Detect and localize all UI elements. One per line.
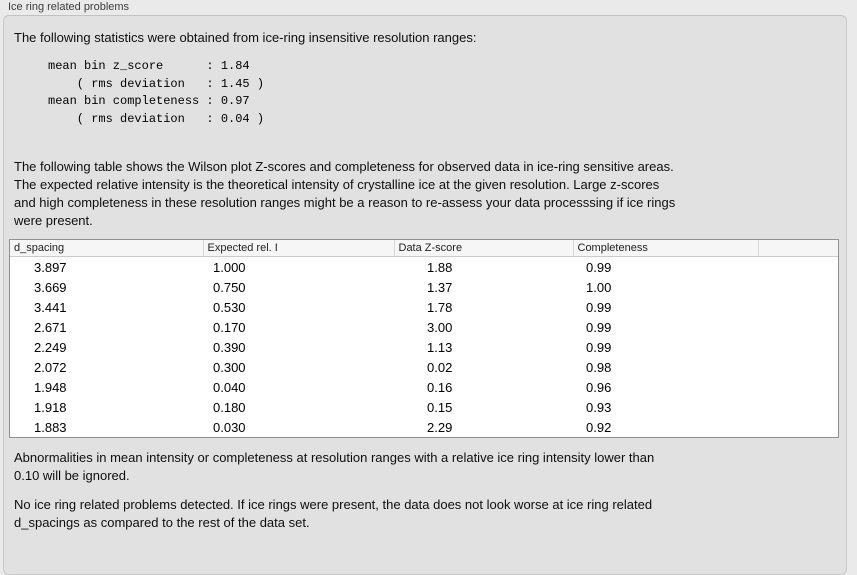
cell-spacer (758, 337, 838, 357)
column-header-spacer[interactable] (758, 240, 838, 257)
cell-completeness: 0.96 (586, 379, 612, 395)
cell-expected-rel-i: 0.170 (213, 319, 246, 335)
cell-d-spacing: 3.441 (34, 299, 67, 315)
table-row[interactable]: 1.883 0.030 2.29 0.92 (10, 417, 838, 437)
column-header-d-spacing[interactable]: d_spacing (10, 240, 204, 257)
cell-completeness: 0.99 (586, 259, 612, 275)
table-row[interactable]: 3.897 1.000 1.88 0.99 (10, 257, 838, 278)
cell-expected-rel-i: 0.390 (213, 339, 246, 355)
ice-ring-panel: Ice ring related problems The following … (3, 1, 847, 575)
cell-data-z-score: 1.13 (427, 339, 453, 355)
cell-spacer (758, 257, 838, 278)
conclusion-text: No ice ring related problems detected. I… (14, 497, 653, 530)
table-row[interactable]: 1.948 0.040 0.16 0.96 (10, 377, 838, 397)
column-header-expected-rel-i[interactable]: Expected rel. I (203, 240, 395, 257)
cell-completeness: 0.98 (586, 359, 612, 375)
cell-spacer (758, 377, 838, 397)
cell-completeness: 0.99 (586, 319, 612, 335)
cell-data-z-score: 0.02 (427, 359, 453, 375)
ignore-note-text: Abnormalities in mean intensity or compl… (14, 450, 655, 483)
table-row[interactable]: 1.918 0.180 0.15 0.93 (10, 397, 838, 417)
cell-expected-rel-i: 0.750 (213, 279, 246, 295)
table-row[interactable]: 2.249 0.390 1.13 0.99 (10, 337, 838, 357)
groupbox-title: Ice ring related problems (8, 1, 130, 13)
cell-completeness: 1.00 (586, 279, 612, 295)
cell-expected-rel-i: 0.180 (213, 399, 246, 415)
cell-completeness: 0.99 (586, 339, 612, 355)
table-row[interactable]: 3.441 0.530 1.78 0.99 (10, 297, 838, 317)
cell-spacer (758, 417, 838, 437)
table-description-text: The following table shows the Wilson plo… (14, 159, 676, 228)
cell-d-spacing: 3.669 (34, 279, 67, 295)
cell-data-z-score: 3.00 (427, 319, 453, 335)
ice-ring-table[interactable]: d_spacing Expected rel. I Data Z-score Comp… (9, 239, 839, 438)
cell-spacer (758, 297, 838, 317)
cell-d-spacing: 1.948 (34, 379, 67, 395)
cell-d-spacing: 2.072 (34, 359, 67, 375)
cell-data-z-score: 2.29 (427, 419, 453, 435)
cell-expected-rel-i: 0.300 (213, 359, 246, 375)
cell-expected-rel-i: 1.000 (213, 259, 246, 275)
cell-completeness: 0.99 (586, 299, 612, 315)
cell-spacer (758, 317, 838, 337)
table-row[interactable]: 2.671 0.170 3.00 0.99 (10, 317, 838, 337)
cell-expected-rel-i: 0.530 (213, 299, 246, 315)
cell-data-z-score: 0.15 (427, 399, 453, 415)
cell-spacer (758, 397, 838, 417)
table-row[interactable]: 2.072 0.300 0.02 0.98 (10, 357, 838, 377)
cell-spacer (758, 357, 838, 377)
cell-data-z-score: 1.88 (427, 259, 453, 275)
table-row[interactable]: 3.669 0.750 1.37 1.00 (10, 277, 838, 297)
cell-expected-rel-i: 0.030 (213, 419, 246, 435)
cell-d-spacing: 1.883 (34, 419, 67, 435)
intro-text: The following statistics were obtained f… (14, 30, 477, 45)
cell-expected-rel-i: 0.040 (213, 379, 246, 395)
cell-data-z-score: 1.78 (427, 299, 453, 315)
cell-d-spacing: 2.671 (34, 319, 67, 335)
column-header-data-z-score[interactable]: Data Z-score (394, 240, 574, 257)
cell-data-z-score: 0.16 (427, 379, 453, 395)
cell-d-spacing: 3.897 (34, 259, 67, 275)
cell-completeness: 0.92 (586, 419, 612, 435)
table-header-row: d_spacing Expected rel. I Data Z-score Comp… (10, 240, 838, 257)
cell-d-spacing: 1.918 (34, 399, 67, 415)
stats-block: mean bin z_score : 1.84 ( rms deviation … (48, 59, 265, 126)
cell-data-z-score: 1.37 (427, 279, 453, 295)
column-header-completeness[interactable]: Completeness (573, 240, 759, 257)
cell-spacer (758, 277, 838, 297)
cell-d-spacing: 2.249 (34, 339, 67, 355)
cell-completeness: 0.93 (586, 399, 612, 415)
